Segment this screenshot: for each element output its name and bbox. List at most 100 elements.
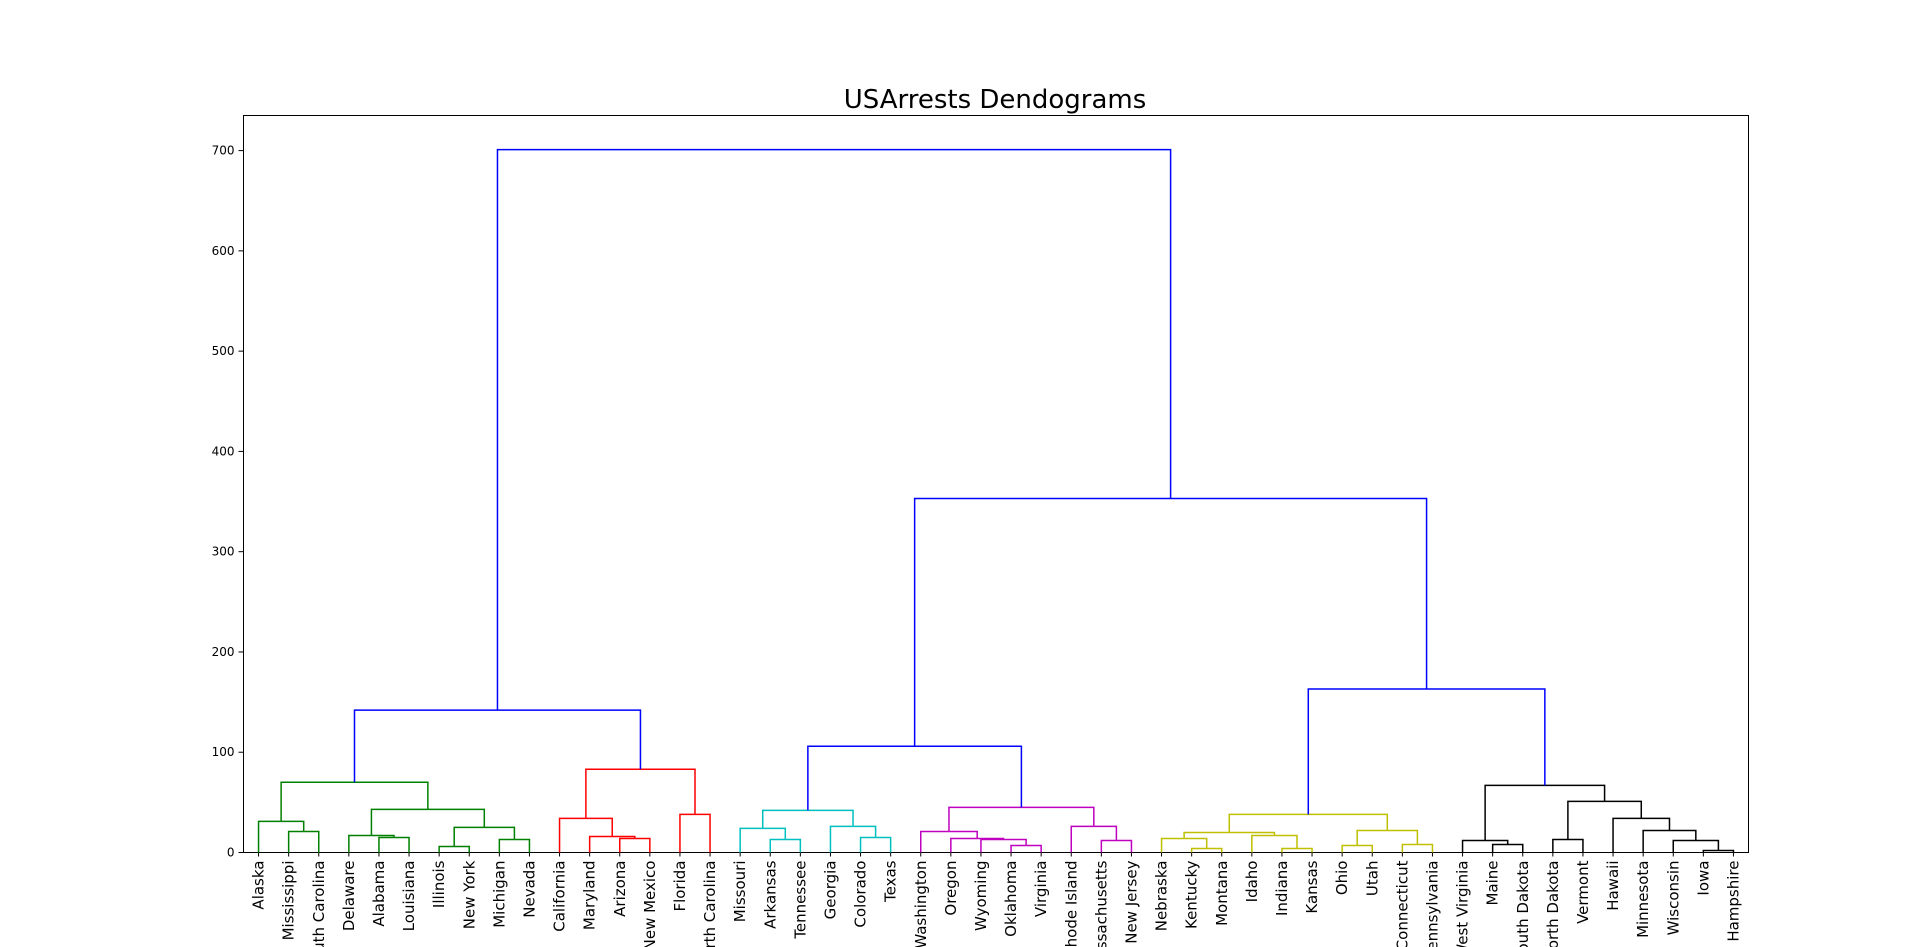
dendrogram-link-m1 — [287, 830, 320, 853]
dendrogram-link-m7 — [453, 826, 516, 847]
leaf-label: New Hampshire — [1724, 861, 1742, 947]
dendrogram-link-m39 — [1461, 839, 1509, 853]
dendrogram-link-m41 — [1702, 849, 1735, 853]
leaf-label: Maryland — [581, 861, 599, 931]
dendrogram-link-m30 — [1160, 837, 1208, 853]
leaf-label: Utah — [1363, 861, 1381, 897]
leaf-label: New Mexico — [641, 861, 659, 947]
y-tick-label: 100 — [212, 745, 235, 759]
leaf-label: Virginia — [1032, 861, 1050, 918]
leaf-label: Nebraska — [1153, 861, 1171, 932]
leaf-label: Oregon — [942, 861, 960, 916]
dendrogram-link-m44 — [1612, 817, 1671, 853]
dendrogram-link-m32 — [1251, 834, 1298, 853]
leaf-label: Kansas — [1303, 860, 1321, 913]
leaf-label: Tennessee — [791, 861, 809, 940]
dendrogram-link-m49 — [496, 148, 1172, 711]
leaf-label: Georgia — [821, 861, 839, 920]
leaf-label: Colorado — [852, 861, 870, 928]
leaf-label: Wyoming — [972, 860, 990, 930]
leaf-label: Delaware — [340, 861, 358, 932]
leaf-label: Maine — [1484, 861, 1502, 906]
dendrogram-link-m5 — [438, 845, 470, 853]
dendrogram-link-m22 — [980, 838, 1027, 853]
leaf-label: Minnesota — [1634, 861, 1652, 938]
dendrogram-link-m21 — [1010, 844, 1042, 853]
dendrogram-link-m28 — [807, 745, 1023, 811]
leaf-label: Nevada — [520, 861, 538, 918]
chart-title: USArrests Dendograms — [844, 85, 1147, 115]
leaf-label: Mississippi — [280, 861, 298, 941]
dendrogram-link-m45 — [1567, 800, 1643, 840]
dendrogram-link-m29 — [1190, 847, 1223, 853]
leaf-label: Arkansas — [761, 860, 779, 929]
leaf-label: Washington — [912, 861, 930, 947]
dendrogram-link-m31 — [1281, 847, 1313, 853]
dendrogram-link-m48 — [913, 497, 1428, 747]
leaf-label: Indiana — [1273, 861, 1291, 917]
dendrogram-link-m6 — [498, 838, 531, 853]
leaf-label: Ohio — [1333, 861, 1351, 896]
y-tick-label: 200 — [212, 645, 235, 659]
dendrogram-link-m13 — [679, 813, 711, 853]
dendrogram-link-m17 — [739, 827, 787, 853]
leaf-label: Idaho — [1243, 861, 1261, 903]
leaf-label: Hawaii — [1604, 861, 1622, 911]
y-tick-label: 400 — [212, 444, 235, 458]
leaf-label: Montana — [1213, 861, 1231, 926]
dendrogram-link-m27 — [948, 806, 1095, 832]
dendrogram-link-m23 — [950, 837, 1005, 853]
leaf-label: South Dakota — [1514, 861, 1532, 947]
dendrogram-link-m2 — [257, 820, 305, 853]
leaf-label: Illinois — [430, 860, 448, 908]
dendrogram-links — [257, 148, 1735, 853]
dendrogram-link-m3 — [378, 836, 410, 853]
leaf-label: Florida — [671, 861, 689, 912]
leaf-label: Kentucky — [1183, 860, 1201, 929]
leaf-label: Connecticut — [1393, 860, 1411, 947]
dendrogram-link-m43 — [1642, 829, 1697, 853]
dendrogram-link-m35 — [1401, 843, 1434, 853]
leaf-label: Massachusetts — [1092, 860, 1110, 947]
dendrogram-link-m24 — [920, 830, 978, 853]
dendrogram-link-m12 — [558, 817, 613, 853]
leaf-label: Wisconsin — [1664, 861, 1682, 936]
leaf-label: Arizona — [611, 861, 629, 917]
dendrogram-link-m26 — [1070, 825, 1118, 853]
leaf-label: Rhode Island — [1062, 861, 1080, 947]
dendrogram-link-m16 — [769, 838, 802, 853]
leaf-label: New York — [460, 860, 478, 929]
leaf-label: West Virginia — [1454, 861, 1472, 947]
x-axis: Alaska Mississippi South Carolina Delaware A… — [250, 852, 1742, 947]
leaf-label: Missouri — [731, 861, 749, 923]
dendrogram-link-m8 — [370, 808, 486, 836]
leaf-label: North Carolina — [701, 861, 719, 947]
leaf-label: Iowa — [1694, 861, 1712, 896]
dendrogram-link-m4 — [348, 834, 395, 853]
dendrogram-link-m40 — [1552, 838, 1584, 853]
dendrogram-link-m47 — [1307, 688, 1546, 815]
y-axis: 0 100 200 300 400 500 600 700 — [212, 144, 244, 860]
leaf-label: Vermont — [1574, 860, 1592, 924]
leaf-label: Pennsylvania — [1423, 861, 1441, 947]
dendrogram-link-m38 — [1491, 843, 1524, 853]
dendrogram-link-m25 — [1100, 839, 1133, 853]
leaf-label: Michigan — [490, 861, 508, 928]
y-tick-label: 700 — [212, 144, 235, 158]
y-tick-label: 600 — [212, 244, 235, 258]
plot-area-frame — [243, 115, 1749, 853]
leaf-label: Texas — [882, 860, 900, 903]
dendrogram-link-m34 — [1341, 844, 1373, 853]
leaf-label: Oklahoma — [1002, 861, 1020, 937]
dendrogram-link-m10 — [619, 837, 651, 853]
leaf-label: New Jersey — [1122, 860, 1140, 943]
leaf-label: Alabama — [370, 861, 388, 927]
y-tick-label: 500 — [212, 344, 235, 358]
dendrogram-link-m36 — [1356, 829, 1419, 846]
y-tick-label: 300 — [212, 545, 235, 559]
leaf-label: California — [551, 861, 569, 932]
leaf-label: Alaska — [250, 861, 268, 910]
dendrogram-link-m14 — [585, 768, 696, 819]
leaf-label: Louisiana — [400, 861, 418, 932]
